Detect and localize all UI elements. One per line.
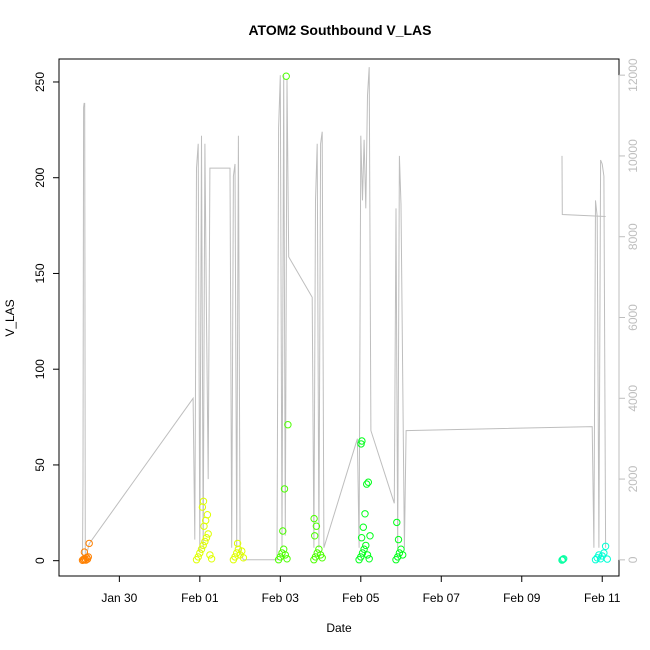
data-point	[394, 535, 403, 544]
data-point	[363, 551, 372, 559]
points-layer	[78, 72, 611, 564]
data-point	[284, 421, 292, 429]
data-point	[280, 485, 289, 493]
y2-tick-label: 8000	[626, 223, 640, 250]
data-point	[282, 72, 290, 80]
data-point	[601, 542, 610, 550]
data-point	[202, 534, 211, 542]
data-point	[358, 549, 367, 557]
data-point	[233, 539, 242, 548]
x-axis-label: Date	[326, 621, 352, 635]
y-axis-label: V_LAS	[3, 299, 17, 336]
data-point	[197, 545, 206, 553]
y-tick-label: 200	[33, 167, 47, 187]
y2-tick-label: 6000	[626, 304, 640, 331]
data-point	[283, 555, 291, 563]
data-point	[206, 551, 214, 559]
secondary-segment	[561, 155, 606, 217]
x-tick-label: Jan 30	[101, 591, 137, 605]
data-point	[559, 555, 567, 564]
x-tick-label: Feb 11	[584, 591, 621, 605]
data-point	[194, 553, 202, 561]
data-point	[360, 545, 368, 553]
series-5	[591, 542, 611, 564]
x-tick-label: Feb 09	[503, 591, 541, 605]
data-point	[366, 532, 374, 540]
y2-tick-label: 2000	[626, 465, 640, 492]
data-point	[365, 555, 373, 563]
data-point	[311, 532, 319, 540]
x-tick-label: Feb 05	[342, 591, 380, 605]
data-point	[362, 541, 370, 550]
data-point	[600, 549, 608, 557]
x-tick-label: Feb 03	[262, 591, 300, 605]
y2-tick-label: 12000	[626, 58, 640, 92]
data-point	[364, 478, 372, 486]
data-point	[85, 539, 93, 548]
y-tick-label: 250	[33, 72, 47, 92]
data-point	[312, 522, 321, 530]
y-tick-label: 50	[33, 458, 47, 472]
data-point	[399, 551, 407, 559]
data-point	[204, 530, 212, 538]
data-point	[560, 555, 568, 563]
x-tick-label: Feb 01	[181, 591, 219, 605]
data-point	[203, 511, 212, 519]
data-point	[84, 553, 93, 561]
data-point	[238, 547, 246, 555]
data-point	[591, 556, 600, 564]
series-3	[355, 437, 407, 564]
data-point	[281, 551, 289, 559]
y2-tick-label: 10000	[626, 139, 640, 173]
data-point	[393, 518, 401, 527]
data-point	[558, 556, 566, 564]
y2-tick-label: 4000	[626, 385, 640, 412]
data-point	[276, 553, 284, 561]
data-point	[595, 551, 603, 559]
data-point	[361, 510, 369, 518]
data-point	[318, 554, 326, 562]
x-tick-label: Feb 07	[423, 591, 461, 605]
y-tick-label: 100	[33, 359, 47, 379]
data-point	[196, 549, 204, 557]
series-2	[274, 72, 326, 564]
data-point	[358, 437, 366, 445]
series-0	[78, 539, 93, 564]
data-point	[239, 554, 248, 562]
y2-tick-label: 0	[626, 556, 640, 563]
data-point	[359, 523, 367, 531]
series-4	[558, 555, 568, 564]
axes-layer: 0 50 100 150 200 250 0 2000 4000 6000 8000 10000 120…	[33, 58, 640, 605]
chart-title: ATOM2 Southbound V_LAS	[248, 22, 431, 38]
data-point	[310, 514, 318, 523]
data-point	[199, 497, 208, 505]
data-point	[357, 534, 366, 542]
data-point	[357, 553, 365, 561]
data-point	[603, 555, 611, 563]
y-tick-label: 0	[33, 557, 47, 564]
y-tick-label: 150	[33, 263, 47, 283]
data-point	[357, 440, 365, 448]
data-point	[363, 480, 371, 488]
data-point	[201, 537, 209, 546]
data-point	[80, 548, 89, 556]
data-point	[207, 555, 216, 563]
data-point	[199, 541, 207, 550]
series-1	[192, 497, 248, 564]
data-point	[231, 553, 239, 561]
data-point	[279, 527, 287, 535]
data-point	[394, 553, 402, 561]
